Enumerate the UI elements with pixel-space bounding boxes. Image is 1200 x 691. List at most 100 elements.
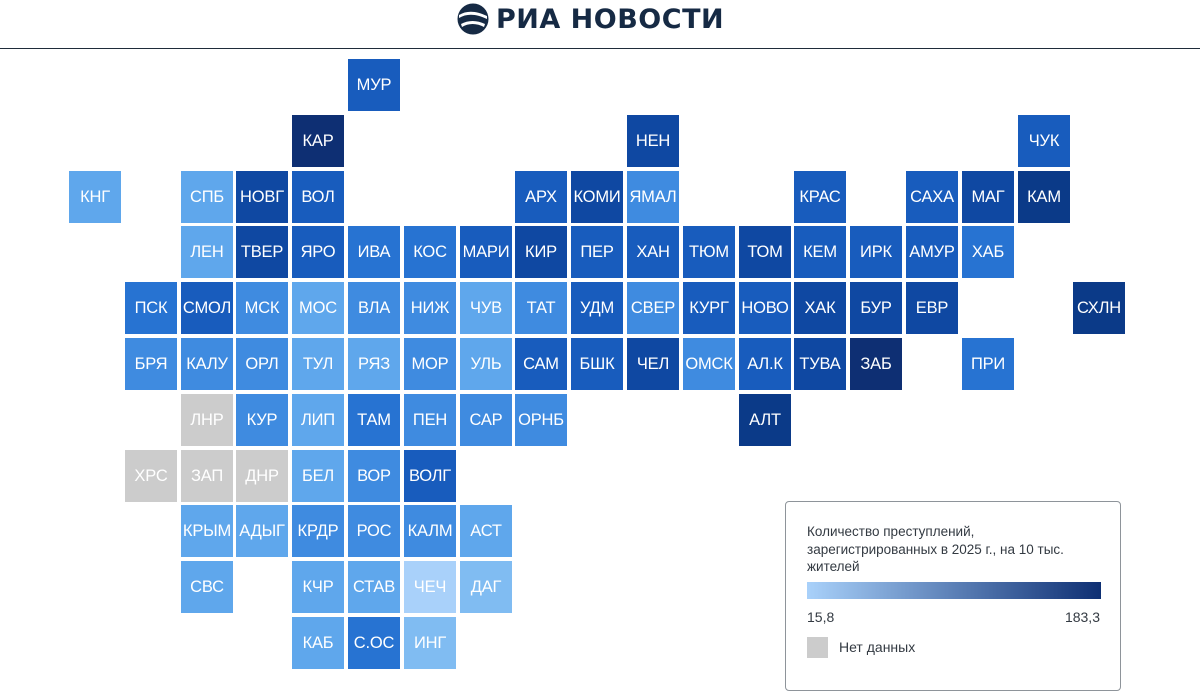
header: РИА НОВОСТИ [0,0,1200,49]
region-tile[interactable]: ЯРО [292,226,344,278]
region-tile[interactable]: ЕВР [906,282,958,334]
region-tile[interactable]: С.ОС [348,617,400,669]
region-tile[interactable]: МУР [348,59,400,111]
region-tile[interactable]: ТОМ [739,226,791,278]
legend-min-label: 15,8 [807,609,835,625]
region-tile[interactable]: МАГ [962,171,1014,223]
region-tile[interactable]: КОМИ [571,171,623,223]
region-tile[interactable]: ЧУВ [460,282,512,334]
region-tile[interactable]: ВОЛ [292,171,344,223]
region-tile[interactable]: АМУР [906,226,958,278]
region-tile[interactable]: ТУВА [794,338,846,390]
region-tile[interactable]: СТАВ [348,561,400,613]
region-tile[interactable]: ВОЛГ [404,450,456,502]
region-tile[interactable]: ЧУК [1018,115,1070,167]
region-tile[interactable]: ИНГ [404,617,456,669]
region-tile[interactable]: МАРИ [460,226,512,278]
region-tile[interactable]: ИРК [850,226,902,278]
region-tile[interactable]: САР [460,394,512,446]
region-tile[interactable]: ТЮМ [683,226,735,278]
region-tile[interactable]: ЛИП [292,394,344,446]
legend: Количество преступлений, зарегистрирован… [785,501,1121,691]
region-tile[interactable]: ЗАП [181,450,233,502]
region-tile[interactable]: ИВА [348,226,400,278]
region-tile[interactable]: КАМ [1018,171,1070,223]
region-tile[interactable]: ХАК [794,282,846,334]
region-tile[interactable]: ЧЕЛ [627,338,679,390]
region-tile[interactable]: АСТ [460,505,512,557]
globe-icon [457,3,489,35]
logo-text: РИА НОВОСТИ [496,3,725,35]
region-tile[interactable]: СВЕР [627,282,679,334]
legend-max-label: 183,3 [1064,609,1100,625]
region-tile[interactable]: БШК [571,338,623,390]
region-tile[interactable]: АДЫГ [236,505,288,557]
region-tile[interactable]: ОМСК [683,338,735,390]
region-tile[interactable]: ЧЕЧ [404,561,456,613]
region-tile[interactable]: РЯЗ [348,338,400,390]
region-tile[interactable]: СПБ [181,171,233,223]
region-tile[interactable]: ЛНР [181,394,233,446]
region-tile[interactable]: ЯМАЛ [627,171,679,223]
region-tile[interactable]: ПРИ [962,338,1014,390]
region-tile[interactable]: СМОЛ [181,282,233,334]
region-tile[interactable]: МОС [292,282,344,334]
region-tile[interactable]: МСК [236,282,288,334]
legend-title: Количество преступлений, зарегистрирован… [807,524,1064,574]
region-tile[interactable]: ОРЛ [236,338,288,390]
region-tile[interactable]: ТУЛ [292,338,344,390]
region-tile[interactable]: КАР [292,115,344,167]
region-tile[interactable]: ЛЕН [181,226,233,278]
region-tile[interactable]: ПСК [125,282,177,334]
region-tile[interactable]: ТАМ [348,394,400,446]
region-tile[interactable]: УЛЬ [460,338,512,390]
region-tile[interactable]: АЛ.К [739,338,791,390]
region-tile[interactable]: КРЫМ [181,505,233,557]
region-tile[interactable]: ХАБ [962,226,1014,278]
region-tile[interactable]: ВЛА [348,282,400,334]
legend-color-scale [807,582,1101,599]
region-tile[interactable]: КУР [236,394,288,446]
region-tile[interactable]: РОС [348,505,400,557]
region-tile[interactable]: КИР [515,226,567,278]
region-tile[interactable]: АЛТ [739,394,791,446]
region-tile[interactable]: КРАС [794,171,846,223]
region-tile[interactable]: ОРНБ [515,394,567,446]
region-tile[interactable]: КАЛМ [404,505,456,557]
legend-no-data-label: Нет данных [839,639,916,655]
region-tile[interactable]: УДМ [571,282,623,334]
region-tile[interactable]: НЕН [627,115,679,167]
legend-no-data-swatch [807,637,828,658]
region-tile[interactable]: ЗАБ [850,338,902,390]
region-tile[interactable]: ТАТ [515,282,567,334]
region-tile[interactable]: АРХ [515,171,567,223]
region-tile[interactable]: КАБ [292,617,344,669]
region-tile[interactable]: БУР [850,282,902,334]
region-tile[interactable]: НИЖ [404,282,456,334]
region-tile[interactable]: КОС [404,226,456,278]
region-tile[interactable]: КЕМ [794,226,846,278]
region-tile[interactable]: КРДР [292,505,344,557]
region-tile[interactable]: НОВО [739,282,791,334]
region-tile[interactable]: ХАН [627,226,679,278]
region-tile[interactable]: СВС [181,561,233,613]
region-tile[interactable]: ДНР [236,450,288,502]
region-tile[interactable]: МОР [404,338,456,390]
region-tile[interactable]: ПЕР [571,226,623,278]
region-tile[interactable]: КАЛУ [181,338,233,390]
region-tile[interactable]: САХА [906,171,958,223]
region-tile[interactable]: ТВЕР [236,226,288,278]
region-tile[interactable]: ПЕН [404,394,456,446]
region-tile[interactable]: БРЯ [125,338,177,390]
region-tile[interactable]: ДАГ [460,561,512,613]
region-tile[interactable]: КУРГ [683,282,735,334]
ria-logo[interactable]: РИА НОВОСТИ [456,3,724,35]
region-tile[interactable]: КЧР [292,561,344,613]
region-tile[interactable]: БЕЛ [292,450,344,502]
region-tile[interactable]: САМ [515,338,567,390]
region-tile[interactable]: КНГ [69,171,121,223]
region-tile[interactable]: НОВГ [236,171,288,223]
region-tile[interactable]: СХЛН [1073,282,1125,334]
region-tile[interactable]: ВОР [348,450,400,502]
region-tile[interactable]: ХРС [125,450,177,502]
